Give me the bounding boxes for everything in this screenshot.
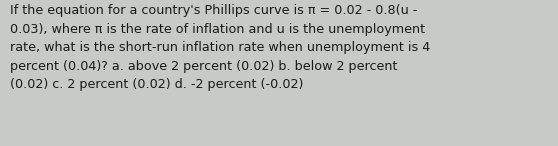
Text: If the equation for a country's Phillips curve is π = 0.02 - 0.8(u -
0.03), wher: If the equation for a country's Phillips… bbox=[10, 4, 430, 91]
